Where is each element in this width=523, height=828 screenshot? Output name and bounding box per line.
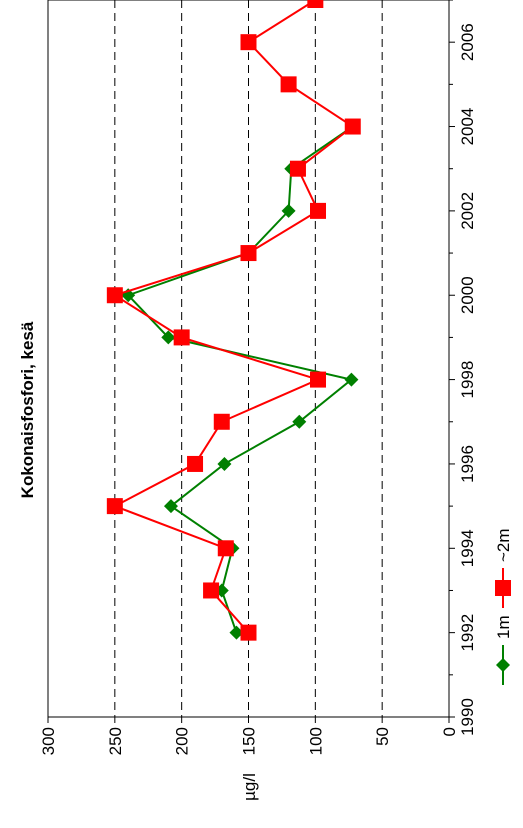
data-point-diamond	[344, 372, 359, 387]
data-point-diamond	[229, 625, 244, 640]
data-point-square	[203, 582, 220, 599]
x-tick-label: 2000	[458, 276, 477, 314]
y-tick-label: 150	[240, 727, 259, 755]
y-axis-ticks: 0 50 100 150 200 250 300	[39, 717, 459, 755]
data-point-square	[213, 413, 230, 430]
y-tick-label: 250	[106, 727, 125, 755]
data-point-square	[310, 371, 327, 388]
legend-label: 1m	[494, 615, 513, 639]
data-point-diamond	[163, 499, 178, 514]
x-tick-label: 1996	[458, 445, 477, 483]
legend-label: ~2m	[494, 528, 513, 562]
series-line	[112, 0, 355, 634]
data-point-diamond	[161, 330, 176, 345]
y-tick-label: 200	[173, 727, 192, 755]
legend: 1m ~2m	[494, 528, 513, 685]
data-point-square	[280, 76, 297, 93]
y-tick-label: 100	[306, 727, 325, 755]
data-point-square	[106, 287, 123, 304]
legend-item: 1m	[494, 615, 513, 685]
data-point-square	[310, 202, 327, 219]
x-tick-label: 2004	[458, 108, 477, 146]
y-tick-label: 50	[373, 727, 392, 746]
x-tick-label: 2006	[458, 23, 477, 61]
y-tick-label: 0	[440, 727, 459, 736]
data-point-square	[106, 498, 123, 515]
y-tick-label: 300	[39, 727, 58, 755]
x-tick-label: 1994	[458, 529, 477, 567]
data-point-square	[307, 0, 324, 8]
series-red-2m	[106, 0, 361, 641]
x-tick-label: 1998	[458, 361, 477, 399]
data-point-square	[289, 160, 306, 177]
data-point-square	[240, 34, 257, 51]
data-point-square	[240, 245, 257, 262]
data-point-square	[187, 455, 204, 472]
data-point-diamond	[281, 203, 296, 218]
chart-title: Kokonaisfosfori, kesä	[18, 321, 37, 498]
data-point-square	[217, 540, 234, 557]
data-point-diamond	[292, 414, 307, 429]
data-point-square	[344, 118, 361, 135]
legend-item: ~2m	[494, 528, 513, 608]
data-point-square	[495, 580, 511, 596]
data-point-diamond	[496, 658, 510, 672]
x-tick-label: 2002	[458, 192, 477, 230]
series-group	[106, 0, 361, 641]
y-axis-label: µg/l	[240, 773, 259, 801]
x-tick-label: 1992	[458, 614, 477, 652]
data-point-square	[240, 624, 257, 641]
data-point-square	[173, 329, 190, 346]
data-point-diamond	[217, 456, 232, 471]
x-tick-label: 1990	[458, 698, 477, 736]
x-axis-ticks: 1990 1992 1994 1996 1998 2000 2002 2004 2006	[449, 0, 477, 736]
